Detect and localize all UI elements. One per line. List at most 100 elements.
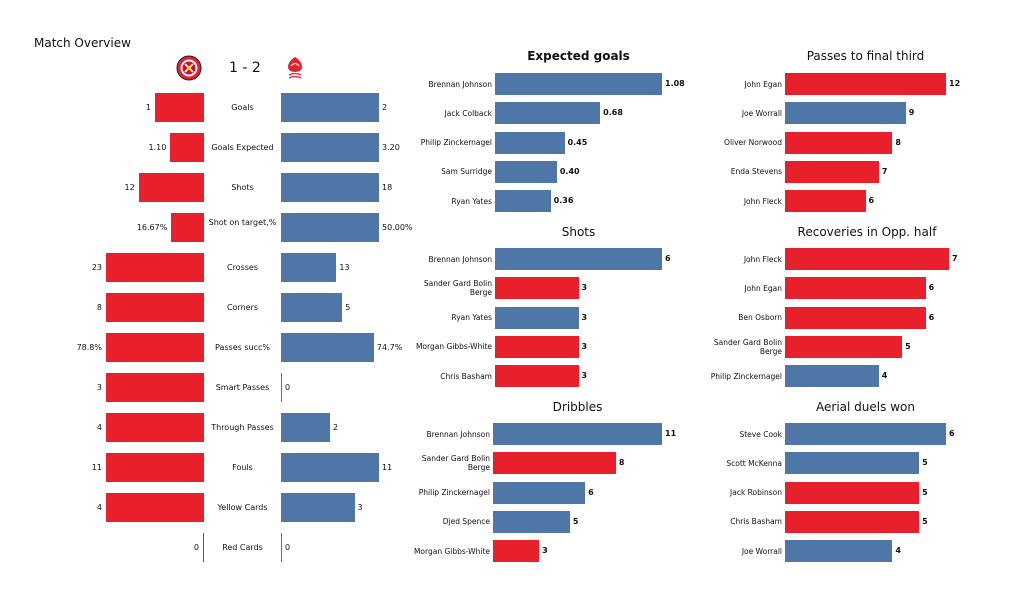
stat-label: Passes succ%: [215, 343, 270, 352]
player-label: Oliver Norwood: [724, 138, 782, 147]
player-value: 3: [542, 546, 548, 555]
player-label: Ryan Yates: [451, 196, 492, 206]
player-label: Morgan Gibbs-White: [415, 342, 492, 352]
player-value: 5: [922, 487, 928, 497]
away-value: 74.7%: [376, 342, 403, 352]
away-value: 50.00%: [382, 222, 413, 232]
stat-label: Red Cards: [222, 543, 263, 552]
player-value: 3: [581, 283, 588, 293]
away-bar: [281, 213, 379, 242]
y-axis: [492, 421, 493, 570]
home-value: 0: [193, 542, 199, 552]
player-label: Brennan Johnson: [428, 79, 492, 89]
stat-label: Shots: [231, 183, 254, 192]
panel-title: Aerial duels won: [816, 400, 915, 414]
away-bar: [281, 93, 379, 122]
away-value: 3.20: [382, 142, 400, 152]
player-value: 9: [908, 108, 915, 118]
player-value: 1.08: [665, 79, 685, 88]
player-bar: [785, 510, 920, 533]
player-bar: [495, 248, 662, 270]
away-value: 0: [285, 542, 291, 552]
player-value: 7: [952, 254, 958, 263]
player-value: 7: [881, 166, 888, 176]
home-value: 16.67%: [136, 222, 168, 232]
player-value: 5: [922, 516, 928, 526]
player-bar: [495, 73, 662, 95]
player-label: Steve Cook: [739, 429, 782, 439]
away-value: 2: [333, 422, 339, 432]
player-bar: [785, 365, 879, 387]
away-bar: [281, 133, 379, 162]
away-value: 18: [382, 182, 393, 192]
y-axis: [784, 421, 785, 570]
player-bar: [493, 452, 616, 475]
player-bar: [785, 481, 920, 504]
player-bar: [493, 481, 586, 504]
panel-title: Expected goals: [527, 49, 630, 63]
away-value: 3: [357, 502, 363, 512]
player-value: 6: [665, 254, 671, 263]
player-label: Ben Osborn: [738, 313, 782, 322]
player-bar: [495, 190, 551, 212]
panel-title: Passes to final third: [806, 49, 925, 63]
home-bar: [171, 213, 204, 242]
home-bar: [106, 453, 204, 482]
player-bar: [785, 102, 906, 125]
score: 1 - 2: [229, 60, 261, 76]
stat-label: Smart Passes: [215, 383, 270, 392]
player-bar: [785, 190, 866, 212]
stat-label: Goals Expected: [211, 143, 274, 152]
player-label: Jack Robinson: [730, 488, 782, 497]
home-value: 1.10: [148, 142, 167, 152]
player-value: 6: [928, 312, 935, 322]
player-bar: [493, 540, 540, 562]
home-value: 23: [91, 262, 102, 272]
player-label: Chris Basham: [730, 517, 782, 527]
player-value: 11: [665, 429, 677, 438]
y-axis: [784, 71, 785, 220]
home-value: 8: [96, 302, 102, 312]
y-axis: [494, 246, 495, 395]
panel-title: Dribbles: [552, 400, 603, 414]
player-bar: [495, 335, 579, 358]
away-value: 11: [382, 462, 393, 472]
home-bar: [155, 93, 204, 122]
player-value: 3: [581, 341, 588, 351]
player-value: 3: [581, 371, 588, 380]
player-bar: [785, 277, 926, 300]
home-bar: [106, 253, 204, 282]
player-value: 5: [922, 458, 928, 468]
away-value: 2: [382, 102, 388, 112]
home-value: 78.8%: [76, 342, 102, 352]
y-axis: [494, 71, 495, 220]
away-value: 13: [339, 262, 350, 272]
player-bar: [495, 102, 601, 125]
stat-label: Crosses: [226, 263, 259, 272]
player-label: Joe Worrall: [741, 108, 782, 118]
player-bar: [785, 452, 920, 475]
player-bar: [495, 365, 579, 387]
player-bar: [495, 306, 579, 329]
player-label: Joe Worrall: [741, 546, 782, 556]
player-bar: [785, 306, 926, 329]
home-bar: [106, 293, 204, 322]
away-bar: [281, 453, 379, 482]
stat-label: Shot on target,%: [208, 217, 277, 227]
player-bar: [495, 160, 557, 183]
player-label: Sander Gard Bolin Berge: [421, 454, 490, 473]
home-bar: [203, 533, 204, 562]
player-value: 6: [928, 283, 935, 293]
panel-title: Shots: [561, 225, 596, 239]
player-label: Chris Basham: [440, 371, 492, 381]
home-value: 4: [96, 422, 102, 432]
player-value: 4: [881, 371, 888, 380]
away-bar: [281, 533, 282, 562]
home-bar: [106, 373, 204, 402]
page-title: Match Overview: [34, 36, 131, 50]
player-label: Scott McKenna: [726, 458, 782, 468]
player-label: Brennan Johnson: [426, 429, 490, 439]
player-bar: [495, 277, 579, 300]
home-bar: [170, 133, 204, 162]
